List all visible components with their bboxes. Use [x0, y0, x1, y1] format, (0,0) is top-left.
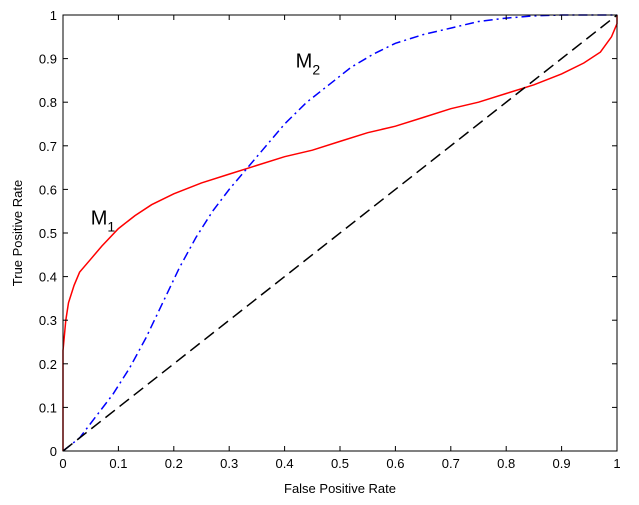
annotation-label-m1: M1 [91, 207, 116, 234]
y-tick-label: 0.4 [39, 270, 57, 285]
curve-m1 [62, 15, 618, 451]
y-tick-label: 0 [50, 444, 57, 459]
x-axis-label: False Positive Rate [284, 481, 396, 496]
y-tick-label: 0.5 [39, 226, 57, 241]
x-tick-label: 0.9 [553, 456, 571, 471]
y-tick-label: 0.8 [39, 95, 57, 110]
x-tick-label: 0.4 [276, 456, 294, 471]
x-tick-label: 1 [613, 456, 620, 471]
y-tick-label: 1 [50, 8, 57, 23]
y-axis-ticks: 0 0.1 0.2 0.3 0.4 0.5 0.6 0.7 0.8 0.9 1 [39, 8, 617, 459]
x-tick-label: 0.8 [497, 456, 515, 471]
x-tick-label: 0.3 [220, 456, 238, 471]
y-tick-label: 0.6 [39, 182, 57, 197]
x-axis-ticks: 0 0.1 0.2 0.3 0.4 0.5 0.6 0.7 0.8 0.9 1 [59, 15, 621, 471]
curves-layer [62, 14, 618, 452]
y-tick-label: 0.2 [39, 357, 57, 372]
y-tick-label: 0.7 [39, 139, 57, 154]
annotation-label-m2: M2 [296, 50, 321, 77]
curve-m2 [62, 14, 617, 452]
x-tick-label: 0.1 [109, 456, 127, 471]
y-tick-label: 0.1 [39, 400, 57, 415]
x-tick-label: 0.6 [386, 456, 404, 471]
x-tick-label: 0.2 [165, 456, 183, 471]
y-tick-label: 0.3 [39, 313, 57, 328]
y-tick-label: 0.9 [39, 52, 57, 67]
diagonal-reference [62, 14, 618, 452]
y-axis-label: True Positive Rate [10, 180, 25, 286]
x-tick-label: 0 [59, 456, 66, 471]
annotations-layer: M1 M2 [91, 50, 321, 234]
x-tick-label: 0.7 [442, 456, 460, 471]
x-tick-label: 0.5 [331, 456, 349, 471]
